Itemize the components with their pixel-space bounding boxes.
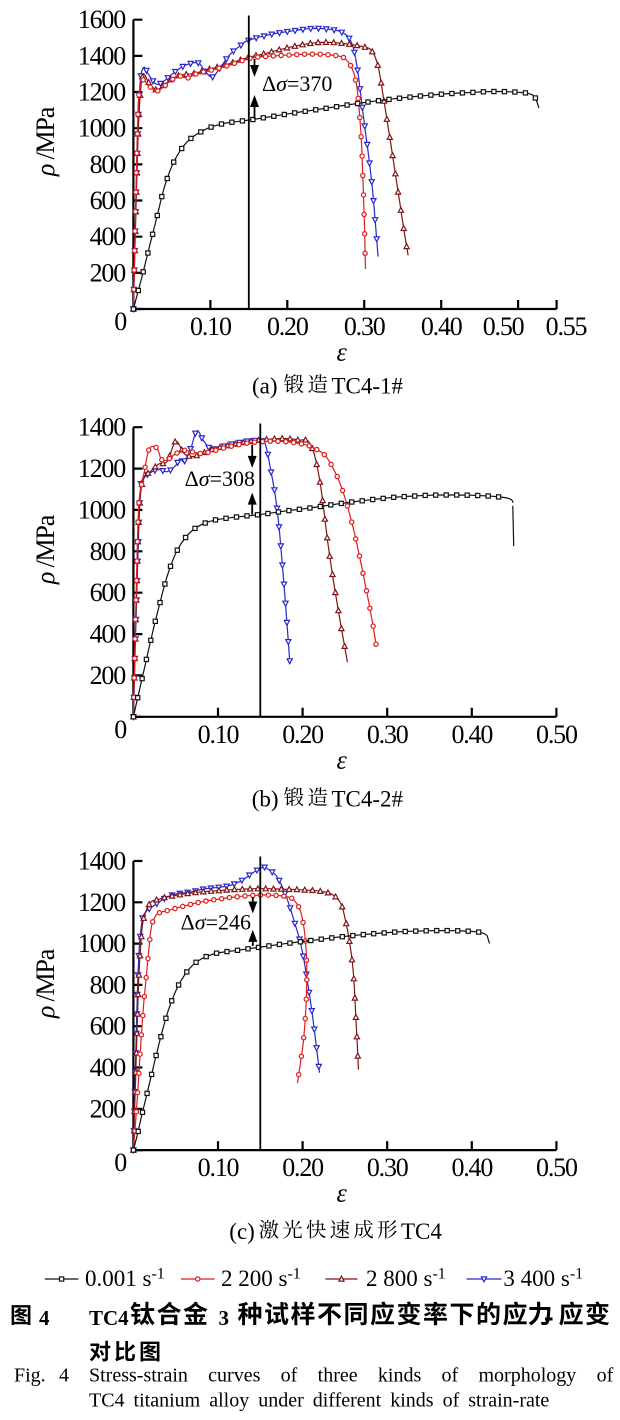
svg-text:0.30: 0.30 [367, 720, 409, 749]
svg-text:0.10: 0.10 [198, 1153, 240, 1182]
svg-text:600: 600 [90, 186, 127, 215]
svg-text:Stress-strain curves of three: Stress-strain curves of three kinds of m… [89, 1365, 614, 1387]
svg-text:1400: 1400 [78, 41, 126, 70]
svg-text:1400: 1400 [78, 413, 126, 442]
svg-text:2 800 s-1: 2 800 s-1 [366, 1266, 446, 1292]
svg-text:1000: 1000 [78, 496, 126, 525]
svg-text:TC4-1#: TC4-1# [332, 374, 404, 399]
svg-text:1000: 1000 [78, 929, 126, 958]
svg-text:TC4: TC4 [89, 1306, 129, 1330]
svg-text:1400: 1400 [78, 847, 126, 876]
svg-text:Fig.: Fig. [14, 1365, 46, 1387]
svg-text:400: 400 [90, 620, 127, 649]
svg-text:200: 200 [90, 258, 127, 287]
svg-text:(c): (c) [229, 1219, 255, 1244]
svg-text:ρ /MPa: ρ /MPa [31, 106, 60, 177]
svg-text:1600: 1600 [78, 5, 126, 34]
svg-text:3 400 s-1: 3 400 s-1 [503, 1266, 583, 1292]
svg-text:ε: ε [336, 338, 347, 367]
svg-text:0.50: 0.50 [536, 1153, 578, 1182]
svg-text:0.40: 0.40 [421, 312, 463, 341]
svg-text:(b): (b) [252, 787, 279, 812]
svg-text:3: 3 [219, 1306, 230, 1330]
svg-text:0.50: 0.50 [483, 312, 525, 341]
svg-text:0.30: 0.30 [367, 1153, 409, 1182]
svg-text:0.40: 0.40 [451, 1153, 493, 1182]
svg-text:800: 800 [90, 150, 127, 179]
svg-text:1200: 1200 [78, 888, 126, 917]
svg-text:1200: 1200 [78, 78, 126, 107]
svg-text:0: 0 [114, 715, 127, 744]
svg-text:TC4 titanium alloy under diffe: TC4 titanium alloy under different kinds… [89, 1390, 549, 1412]
svg-text:Δσ=246: Δσ=246 [181, 910, 251, 935]
svg-text:2 200 s-1: 2 200 s-1 [221, 1266, 301, 1292]
svg-text:0.20: 0.20 [267, 312, 309, 341]
svg-text:0.20: 0.20 [282, 720, 324, 749]
svg-text:800: 800 [90, 970, 127, 999]
svg-text:TC4-2#: TC4-2# [332, 787, 404, 812]
svg-text:600: 600 [90, 578, 127, 607]
svg-text:Δσ=370: Δσ=370 [262, 71, 332, 96]
svg-text:ρ /MPa: ρ /MPa [31, 514, 60, 585]
svg-text:(a): (a) [252, 374, 278, 399]
svg-text:0.50: 0.50 [536, 720, 578, 749]
svg-text:4: 4 [39, 1306, 50, 1330]
svg-text:200: 200 [90, 661, 127, 690]
svg-text:0.10: 0.10 [198, 720, 240, 749]
svg-text:0.001 s-1: 0.001 s-1 [85, 1266, 165, 1292]
svg-text:0.30: 0.30 [344, 312, 386, 341]
svg-text:4: 4 [59, 1365, 69, 1387]
svg-text:1200: 1200 [78, 454, 126, 483]
svg-text:400: 400 [90, 222, 127, 251]
svg-text:600: 600 [90, 1012, 127, 1041]
svg-text:0.55: 0.55 [546, 312, 587, 341]
svg-text:Δσ=308: Δσ=308 [185, 466, 255, 491]
svg-text:ε: ε [336, 745, 347, 774]
svg-text:0: 0 [114, 1148, 127, 1177]
svg-text:400: 400 [90, 1053, 127, 1082]
svg-text:800: 800 [90, 537, 127, 566]
svg-text:0.10: 0.10 [190, 312, 232, 341]
svg-text:ρ /MPa: ρ /MPa [31, 948, 60, 1019]
svg-text:TC4: TC4 [401, 1219, 442, 1244]
svg-text:0: 0 [114, 307, 127, 336]
svg-text:1000: 1000 [78, 114, 126, 143]
svg-text:0.40: 0.40 [451, 720, 493, 749]
svg-text:0.20: 0.20 [282, 1153, 324, 1182]
svg-text:200: 200 [90, 1094, 127, 1123]
svg-text:ε: ε [336, 1179, 347, 1208]
